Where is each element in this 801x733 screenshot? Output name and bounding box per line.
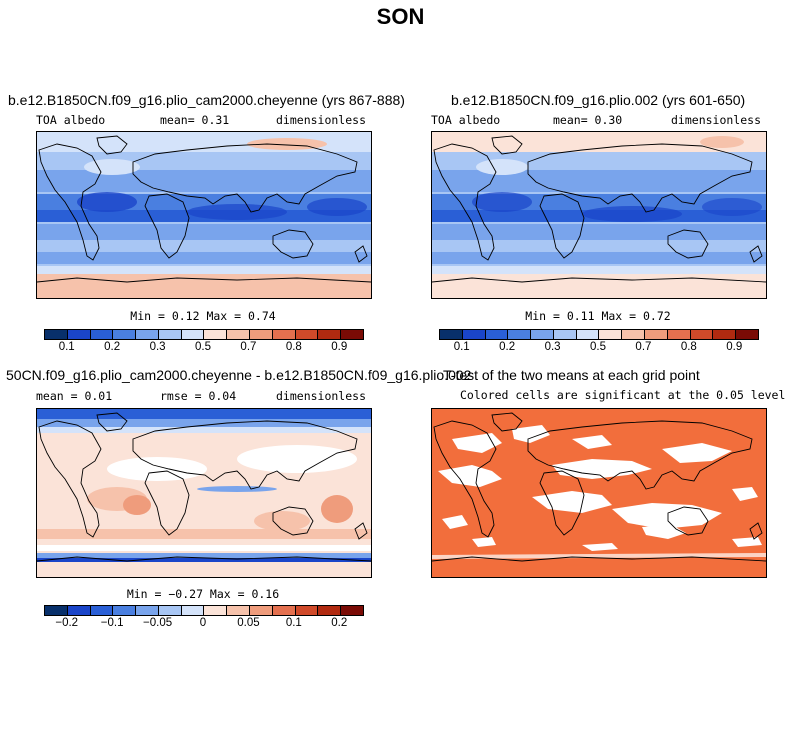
panel-3-map — [36, 408, 372, 578]
colorbar-swatch — [667, 330, 691, 339]
colorbar-swatch — [272, 330, 296, 339]
panel-1-map — [36, 131, 372, 299]
panel-1-units: dimensionless — [276, 113, 367, 127]
colorbar-tick-label: 0.5 — [590, 341, 606, 353]
colorbar-swatch — [645, 330, 668, 339]
colorbar-tick-label: 0.9 — [331, 341, 348, 353]
colorbar-swatch — [531, 330, 554, 339]
colorbar-tick-label: 0.2 — [331, 617, 348, 629]
colorbar-swatch — [90, 330, 114, 339]
panel-3-units: dimensionless — [276, 389, 367, 403]
colorbar-swatch — [113, 330, 137, 339]
colorbar-swatch — [341, 330, 363, 339]
colorbar-swatch — [713, 330, 737, 339]
colorbar-tick-label: 0.2 — [104, 341, 121, 353]
colorbar-tick-label: 0.05 — [237, 617, 260, 629]
panel-2-minmax: Min = 0.11 Max = 0.72 — [525, 309, 671, 323]
panel-3-map-svg — [37, 409, 371, 577]
panel-3-mean: mean = 0.01 — [36, 389, 113, 403]
panel-1-title: b.e12.B1850CN.f09_g16.plio_cam2000.cheye… — [8, 92, 405, 108]
colorbar-swatch — [113, 606, 137, 615]
panel-4-subtitle: Colored cells are significant at the 0.0… — [460, 388, 786, 402]
colorbar-swatch — [508, 330, 532, 339]
panel-1-variable: TOA albedo — [36, 113, 106, 127]
colorbar-tick-label: 0.5 — [195, 341, 211, 353]
colorbar-swatch — [158, 330, 182, 339]
colorbar-swatch — [204, 330, 228, 339]
panel-3-colorbar — [44, 605, 364, 616]
colorbar-swatch — [136, 330, 159, 339]
panel-2-colorbar — [439, 329, 759, 340]
panel-4-map-svg — [432, 409, 766, 577]
colorbar-tick-label: 0.8 — [285, 341, 302, 353]
colorbar-tick-label: 0.3 — [544, 341, 561, 353]
panel-2-map — [431, 131, 767, 299]
colorbar-swatch — [318, 330, 342, 339]
colorbar-swatch — [90, 606, 114, 615]
panel-3-minmax: Min = −0.27 Max = 0.16 — [126, 587, 280, 601]
page-title: SON — [376, 4, 425, 29]
colorbar-tick-label: 0.1 — [58, 341, 75, 353]
panel-2-map-svg — [432, 132, 766, 298]
colorbar-swatch — [45, 606, 68, 615]
colorbar-swatch — [462, 330, 486, 339]
colorbar-tick-label: −0.2 — [55, 617, 79, 629]
colorbar-swatch — [204, 606, 228, 615]
colorbar-tick-label: 0.8 — [680, 341, 697, 353]
colorbar-swatch — [250, 330, 273, 339]
panel-1-minmax: Min = 0.12 Max = 0.74 — [130, 309, 276, 323]
colorbar-tick-label: 0.7 — [240, 341, 257, 353]
panel-2-mean: mean= 0.30 — [553, 113, 623, 127]
colorbar-swatch — [440, 330, 463, 339]
panel-4-title: T-test of the two means at each grid poi… — [443, 367, 700, 383]
panel-1-mean: mean= 0.31 — [160, 113, 230, 127]
colorbar-swatch — [67, 606, 91, 615]
colorbar-tick-label: 0.1 — [453, 341, 470, 353]
panel-2-title: b.e12.B1850CN.f09_g16.plio.002 (yrs 601-… — [451, 92, 746, 108]
colorbar-swatch — [599, 330, 623, 339]
panel-4-map — [431, 408, 767, 578]
panel-1-colorbar — [44, 329, 364, 340]
colorbar-swatch — [250, 606, 273, 615]
colorbar-swatch — [553, 330, 577, 339]
colorbar-swatch — [181, 330, 205, 339]
colorbar-swatch — [576, 330, 600, 339]
colorbar-swatch — [158, 606, 182, 615]
panel-2-variable: TOA albedo — [431, 113, 501, 127]
colorbar-tick-label: −0.05 — [143, 617, 173, 629]
panel-2-units: dimensionless — [671, 113, 762, 127]
colorbar-swatch — [227, 606, 251, 615]
colorbar-swatch — [136, 606, 159, 615]
panel-3-title: 50CN.f09_g16.plio_cam2000.cheyenne - b.e… — [6, 367, 472, 383]
colorbar-swatch — [181, 606, 205, 615]
colorbar-tick-label: 0.1 — [285, 617, 302, 629]
colorbar-swatch — [690, 330, 714, 339]
colorbar-swatch — [295, 606, 319, 615]
colorbar-swatch — [272, 606, 296, 615]
colorbar-tick-label: −0.1 — [100, 617, 124, 629]
colorbar-tick-label: 0.2 — [499, 341, 516, 353]
colorbar-tick-label: 0.9 — [726, 341, 743, 353]
colorbar-swatch — [227, 330, 251, 339]
colorbar-swatch — [67, 330, 91, 339]
colorbar-swatch — [622, 330, 646, 339]
colorbar-swatch — [485, 330, 509, 339]
colorbar-tick-label: 0.3 — [149, 341, 166, 353]
colorbar-swatch — [318, 606, 342, 615]
colorbar-tick-label: 0 — [199, 617, 207, 629]
colorbar-tick-label: 0.7 — [635, 341, 652, 353]
colorbar-swatch — [341, 606, 363, 615]
panel-3-rmse: rmse = 0.04 — [160, 389, 237, 403]
colorbar-swatch — [295, 330, 319, 339]
colorbar-swatch — [45, 330, 68, 339]
panel-1-map-svg — [37, 132, 371, 298]
colorbar-swatch — [736, 330, 758, 339]
